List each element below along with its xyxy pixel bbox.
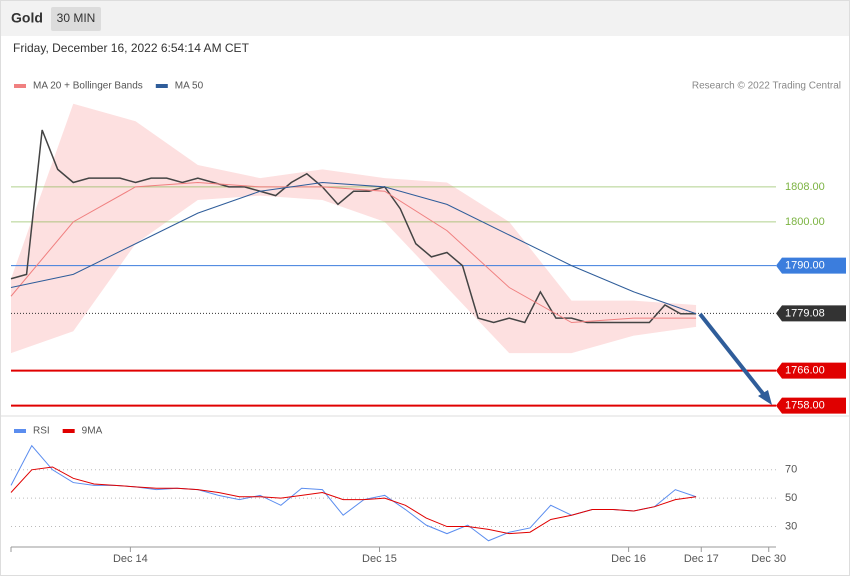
bollinger-band <box>11 103 697 354</box>
legend-label: RSI <box>33 426 50 437</box>
level-tag <box>776 362 846 379</box>
forecast-arrowhead <box>758 390 772 405</box>
level-tag <box>776 397 846 414</box>
interval-badge <box>51 7 101 31</box>
series-line <box>10 129 697 324</box>
x-tick-label: Dec 15 <box>362 553 397 565</box>
level-label: 1779.08 <box>785 307 825 319</box>
y-tick-label: 30 <box>785 520 797 532</box>
legend-swatch <box>14 84 26 88</box>
legend-label: 9MA <box>82 426 103 437</box>
series-line <box>10 466 697 535</box>
level-label: 1808.00 <box>785 181 825 193</box>
level-label: 1790.00 <box>785 260 825 272</box>
x-tick-label: Dec 16 <box>611 553 646 565</box>
legend-swatch <box>14 429 26 433</box>
x-tick-label: Dec 30 <box>751 553 786 565</box>
level-label: 1758.00 <box>785 400 825 412</box>
x-tick-label: Dec 17 <box>684 553 719 565</box>
legend-label: MA 50 <box>175 81 204 92</box>
header-bar <box>0 0 850 36</box>
interval: 30 MIN <box>57 11 96 25</box>
y-tick-label: 50 <box>785 492 797 504</box>
level-tag <box>776 305 846 322</box>
series-line <box>10 444 697 542</box>
level-label: 1800.00 <box>785 216 825 228</box>
plot: 1808.00 1800.00 1790.00 1779.08 1766.00 1758.… <box>10 81 846 565</box>
level-tag <box>776 257 846 274</box>
series-line <box>10 181 697 324</box>
legend-label: MA 20 + Bollinger Bands <box>33 81 143 92</box>
legend-swatch <box>155 84 168 88</box>
level-label: 1766.00 <box>785 365 825 377</box>
date: Friday, December 16, 2022 6:54:14 AM CET <box>13 41 250 55</box>
x-tick-label: Dec 14 <box>113 553 148 565</box>
series-line <box>10 181 697 315</box>
y-tick-label: 70 <box>785 464 797 476</box>
legend-swatch <box>62 429 75 433</box>
forecast-arrow <box>698 312 770 402</box>
symbol: Gold <box>11 10 43 26</box>
credit: Research © 2022 Trading Central <box>692 81 841 92</box>
